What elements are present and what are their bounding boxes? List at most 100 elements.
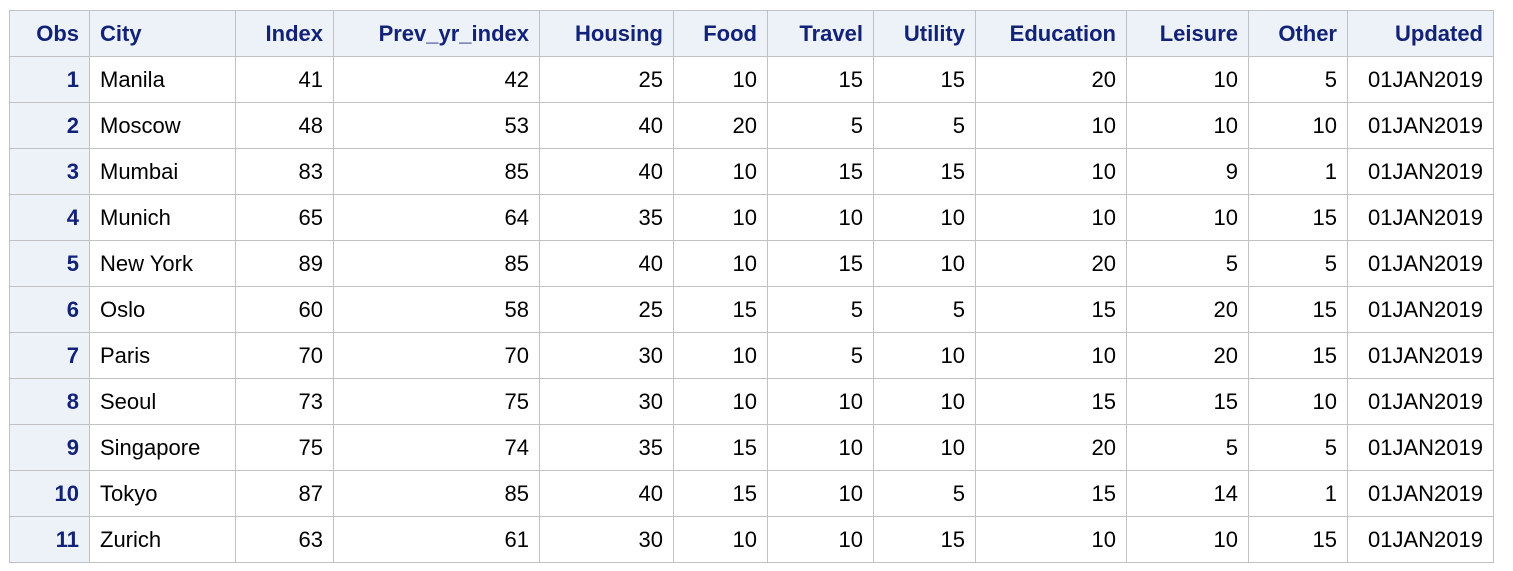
cell-housing: 40 (539, 240, 674, 287)
cell-travel: 5 (767, 102, 874, 149)
table-body: 1 Manila 41 42 25 10 15 15 20 10 5 01JAN2019 2 Moscow… (9, 56, 1494, 563)
cell-updated: 01JAN2019 (1347, 424, 1494, 471)
column-header-city: City (89, 10, 236, 57)
cell-leisure: 15 (1126, 378, 1249, 425)
cell-education: 20 (975, 56, 1127, 103)
cell-education: 10 (975, 332, 1127, 379)
cell-city: Tokyo (89, 470, 236, 517)
cell-leisure: 20 (1126, 286, 1249, 333)
row-obs-number: 10 (9, 470, 90, 517)
cell-food: 10 (673, 56, 768, 103)
cell-travel: 5 (767, 332, 874, 379)
cell-education: 20 (975, 424, 1127, 471)
table-row: 4 Munich 65 64 35 10 10 10 10 10 15 01JAN2019 (9, 194, 1494, 241)
column-header-index: Index (235, 10, 334, 57)
header-row: Obs City Index Prev_yr_index Housing Food Trav… (9, 10, 1494, 57)
cell-index: 70 (235, 332, 334, 379)
cell-other: 15 (1248, 286, 1348, 333)
cell-education: 20 (975, 240, 1127, 287)
cell-housing: 35 (539, 424, 674, 471)
column-header-travel: Travel (767, 10, 874, 57)
cell-other: 5 (1248, 56, 1348, 103)
cell-housing: 25 (539, 56, 674, 103)
cell-index: 48 (235, 102, 334, 149)
row-obs-number: 8 (9, 378, 90, 425)
cell-city: Mumbai (89, 148, 236, 195)
cell-leisure: 10 (1126, 102, 1249, 149)
cell-travel: 10 (767, 516, 874, 563)
cell-education: 10 (975, 194, 1127, 241)
cell-other: 5 (1248, 240, 1348, 287)
table-row: 7 Paris 70 70 30 10 5 10 10 20 15 01JAN2019 (9, 332, 1494, 379)
cell-housing: 40 (539, 470, 674, 517)
cell-updated: 01JAN2019 (1347, 516, 1494, 563)
row-obs-number: 2 (9, 102, 90, 149)
cell-education: 15 (975, 378, 1127, 425)
cell-index: 75 (235, 424, 334, 471)
cell-leisure: 10 (1126, 56, 1249, 103)
cell-utility: 5 (873, 286, 976, 333)
row-obs-number: 4 (9, 194, 90, 241)
cell-city: Seoul (89, 378, 236, 425)
cell-prev-yr-index: 58 (333, 286, 540, 333)
cell-food: 20 (673, 102, 768, 149)
row-obs-number: 11 (9, 516, 90, 563)
column-header-obs: Obs (9, 10, 90, 57)
cell-prev-yr-index: 75 (333, 378, 540, 425)
column-header-other: Other (1248, 10, 1348, 57)
cell-housing: 35 (539, 194, 674, 241)
cell-education: 15 (975, 286, 1127, 333)
table-row: 10 Tokyo 87 85 40 15 10 5 15 14 1 01JAN2019 (9, 470, 1494, 517)
cell-leisure: 10 (1126, 194, 1249, 241)
cell-updated: 01JAN2019 (1347, 148, 1494, 195)
column-header-food: Food (673, 10, 768, 57)
cell-city: New York (89, 240, 236, 287)
table-row: 1 Manila 41 42 25 10 15 15 20 10 5 01JAN2019 (9, 56, 1494, 103)
cell-updated: 01JAN2019 (1347, 56, 1494, 103)
row-obs-number: 9 (9, 424, 90, 471)
cell-housing: 40 (539, 148, 674, 195)
cell-utility: 10 (873, 378, 976, 425)
cell-leisure: 20 (1126, 332, 1249, 379)
column-header-leisure: Leisure (1126, 10, 1249, 57)
cell-prev-yr-index: 70 (333, 332, 540, 379)
cell-index: 63 (235, 516, 334, 563)
cell-city: Munich (89, 194, 236, 241)
cell-utility: 10 (873, 332, 976, 379)
cell-travel: 10 (767, 378, 874, 425)
cell-leisure: 5 (1126, 240, 1249, 287)
cell-other: 15 (1248, 516, 1348, 563)
cell-food: 10 (673, 148, 768, 195)
cell-index: 60 (235, 286, 334, 333)
cell-prev-yr-index: 85 (333, 240, 540, 287)
cell-travel: 15 (767, 56, 874, 103)
cell-index: 89 (235, 240, 334, 287)
cell-prev-yr-index: 85 (333, 148, 540, 195)
cell-other: 15 (1248, 332, 1348, 379)
cell-prev-yr-index: 85 (333, 470, 540, 517)
cell-updated: 01JAN2019 (1347, 332, 1494, 379)
cell-index: 65 (235, 194, 334, 241)
cell-housing: 30 (539, 378, 674, 425)
cell-food: 10 (673, 240, 768, 287)
data-table: Obs City Index Prev_yr_index Housing Food Trav… (9, 10, 1494, 563)
cell-utility: 5 (873, 470, 976, 517)
cell-leisure: 5 (1126, 424, 1249, 471)
cell-utility: 10 (873, 240, 976, 287)
cell-housing: 25 (539, 286, 674, 333)
cell-travel: 5 (767, 286, 874, 333)
column-header-education: Education (975, 10, 1127, 57)
cell-prev-yr-index: 61 (333, 516, 540, 563)
cell-updated: 01JAN2019 (1347, 194, 1494, 241)
table-header: Obs City Index Prev_yr_index Housing Food Trav… (9, 10, 1494, 57)
row-obs-number: 1 (9, 56, 90, 103)
cell-city: Singapore (89, 424, 236, 471)
cell-housing: 30 (539, 516, 674, 563)
row-obs-number: 7 (9, 332, 90, 379)
cell-food: 15 (673, 470, 768, 517)
cell-food: 10 (673, 332, 768, 379)
report-output: Obs City Index Prev_yr_index Housing Food Trav… (9, 10, 1494, 563)
cell-education: 10 (975, 516, 1127, 563)
row-obs-number: 5 (9, 240, 90, 287)
cell-travel: 10 (767, 424, 874, 471)
